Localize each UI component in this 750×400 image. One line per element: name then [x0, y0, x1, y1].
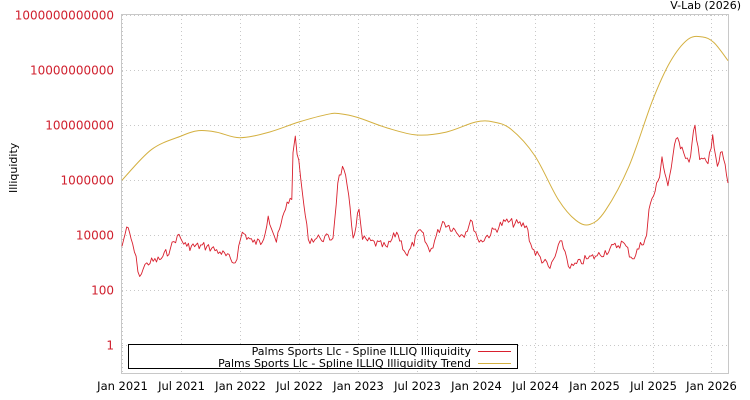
- legend-label-trend: Palms Sports Llc - Spline ILLIQ Illiquid…: [218, 357, 471, 370]
- grid: [122, 15, 728, 373]
- y-tick-label: 100000000: [45, 119, 114, 133]
- y-axis: 1000000000000 10000000000 100000000 1000000…: [15, 9, 114, 353]
- x-axis: Jan 2021 Jul 2021 Jan 2022 Jul 2022 Jan 2023…: [96, 379, 737, 393]
- x-tick-label: Jan 2021: [96, 379, 148, 393]
- y-tick-label: 10000000000: [30, 64, 114, 78]
- series-layer: [121, 35, 729, 277]
- y-axis-label: Illiquidity: [7, 142, 20, 193]
- y-tick-label: 1: [106, 339, 114, 353]
- x-tick-label: Jul 2022: [275, 379, 323, 393]
- series-trend-line: [121, 35, 729, 226]
- legend-box: [128, 344, 518, 369]
- legend: Palms Sports Llc - Spline ILLIQ Illiquid…: [128, 344, 518, 370]
- x-tick-label: Jan 2022: [214, 379, 266, 393]
- x-tick-label: Jul 2025: [629, 379, 677, 393]
- x-tick-label: Jan 2023: [332, 379, 384, 393]
- x-tick-label: Jan 2024: [450, 379, 502, 393]
- x-tick-label: Jul 2021: [157, 379, 205, 393]
- legend-label-illiquidity: Palms Sports Llc - Spline ILLIQ Illiquid…: [252, 345, 472, 358]
- plot-area-border: [121, 14, 729, 374]
- y-tick-label: 100: [91, 284, 114, 298]
- y-tick-label: 1000000: [61, 174, 114, 188]
- y-tick-label: 10000: [76, 229, 114, 243]
- y-tick-label: 1000000000000: [15, 9, 114, 23]
- x-tick-label: Jan 2025: [568, 379, 620, 393]
- series-illiquidity-line: [121, 124, 729, 277]
- x-tick-label: Jan 2026: [685, 379, 737, 393]
- x-tick-label: Jul 2023: [393, 379, 441, 393]
- x-tick-label: Jul 2024: [511, 379, 559, 393]
- credit-label: V-Lab (2026): [670, 0, 741, 12]
